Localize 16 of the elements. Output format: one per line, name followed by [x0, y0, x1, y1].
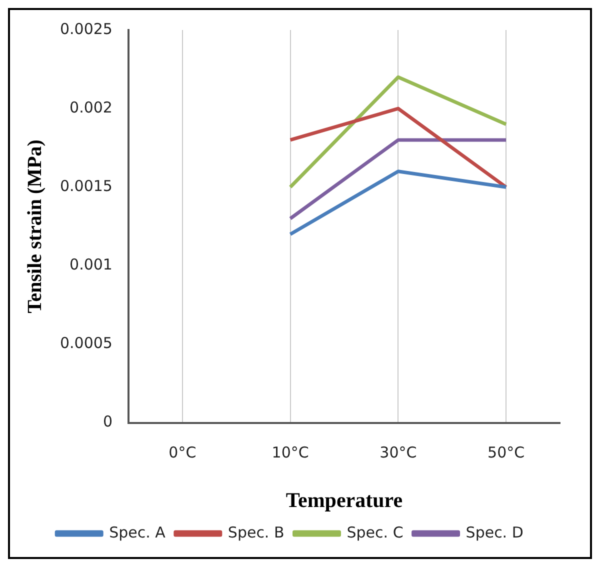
x-tick-label: 0°C: [168, 444, 196, 462]
y-tick-label: 0.0005: [60, 334, 112, 352]
y-tick-label: 0.001: [70, 256, 112, 274]
x-axis-title: Temperature: [286, 488, 403, 512]
y-tick-label: 0.002: [70, 98, 112, 116]
x-tick-label: 30°C: [380, 444, 417, 462]
y-tick-label: 0: [102, 412, 112, 431]
y-tick-label: 0.0025: [60, 20, 112, 38]
y-tick-label: 0.0015: [60, 177, 112, 196]
y-axis-title: Tensile strain (MPa): [24, 140, 46, 314]
legend-label: Spec. B: [228, 523, 284, 542]
x-tick-label: 50°C: [488, 444, 525, 462]
x-tick-label: 10°C: [272, 444, 309, 462]
legend-label: Spec. A: [109, 523, 166, 542]
legend-label: Spec. D: [466, 523, 524, 542]
legend-label: Spec. C: [346, 523, 404, 542]
